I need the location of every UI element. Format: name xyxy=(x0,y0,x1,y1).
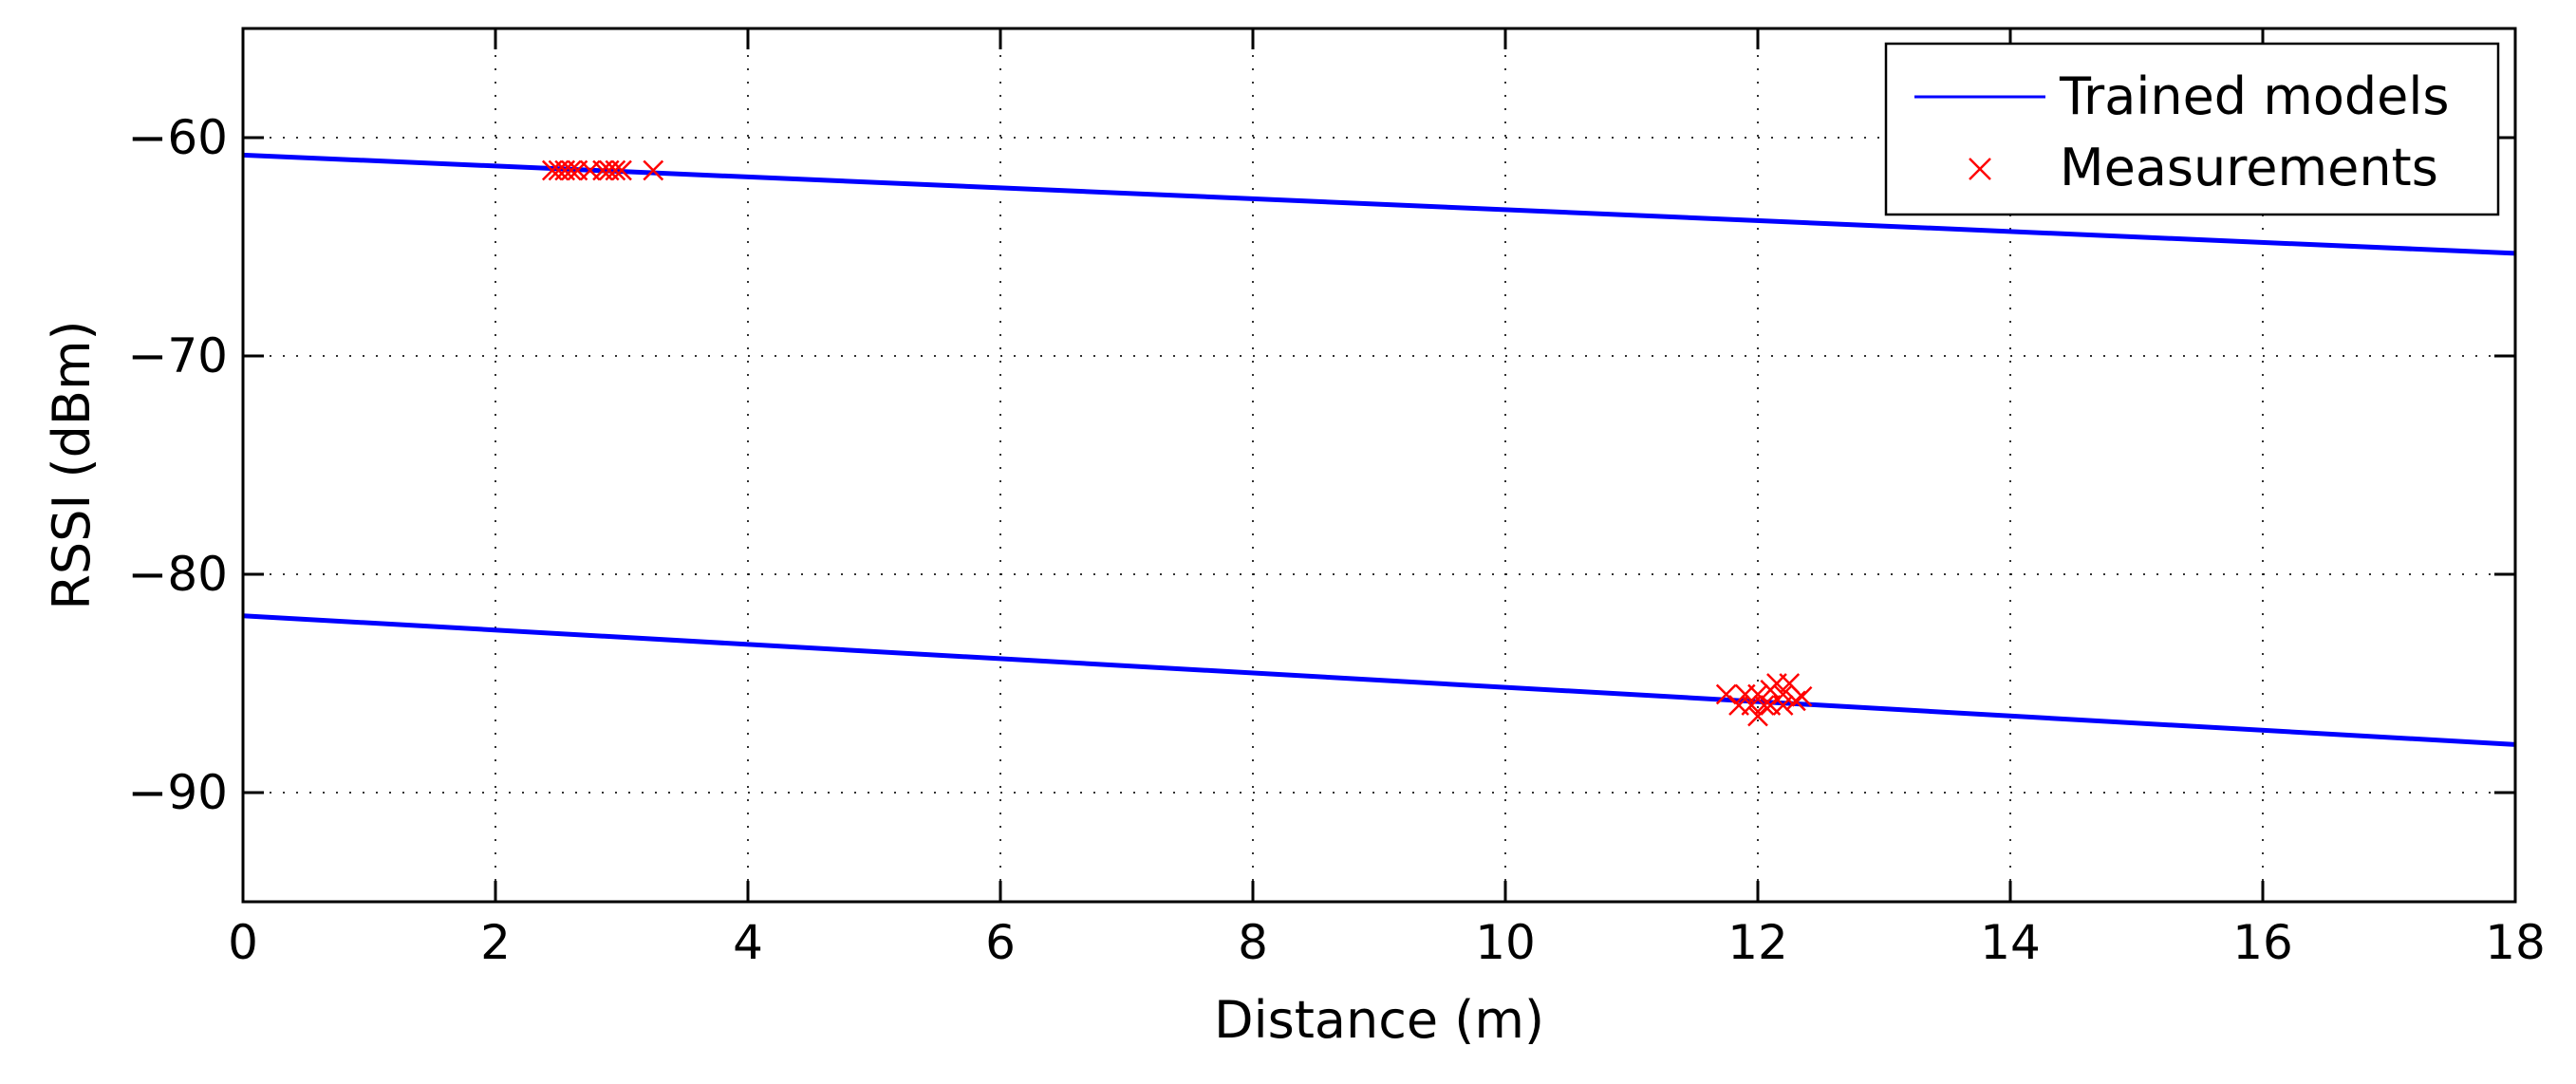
measurement-point xyxy=(560,159,582,181)
marker-stroke xyxy=(643,159,664,181)
legend-marker-sample xyxy=(1969,158,1991,180)
y-tick-labels: −60 −70 −80 −90 xyxy=(127,110,228,820)
measurement-point xyxy=(1715,683,1737,705)
x-tick-label: 18 xyxy=(2485,915,2546,970)
x-tick-label: 16 xyxy=(2232,915,2293,970)
marker-stroke xyxy=(1779,673,1801,694)
measurement-point xyxy=(1785,690,1806,712)
ticks xyxy=(241,28,2517,902)
x-tick-label: 10 xyxy=(1475,915,1536,970)
y-tick-label: −90 xyxy=(127,765,228,820)
measurement-point xyxy=(611,159,632,181)
measurement-point xyxy=(1747,683,1768,705)
x-tick-label: 0 xyxy=(228,915,258,970)
legend-label-trained-models: Trained models xyxy=(2059,66,2450,126)
y-axis-label: RSSI (dBm) xyxy=(42,320,102,609)
x-tick-labels: 0 2 4 6 8 10 12 14 16 18 xyxy=(228,915,2546,970)
measurement-point xyxy=(643,159,664,181)
marker-stroke xyxy=(1715,683,1737,705)
x-tick-label: 4 xyxy=(733,915,763,970)
legend: Trained models Measurements xyxy=(1884,42,2500,216)
legend-box xyxy=(1884,42,2500,216)
trained-model-line-2 xyxy=(242,613,2516,747)
plot-frame xyxy=(241,27,2517,904)
legend-label-measurements: Measurements xyxy=(2060,138,2438,197)
x-tick-label: 2 xyxy=(480,915,511,970)
y-tick-label: −60 xyxy=(127,110,228,165)
marker-stroke xyxy=(1969,158,1991,180)
measurement-point xyxy=(1753,695,1775,716)
x-tick-label: 14 xyxy=(1980,915,2041,970)
measurement-point xyxy=(1747,705,1768,727)
legend-x-marker xyxy=(1969,158,1991,180)
marker-stroke xyxy=(1772,695,1794,716)
marker-stroke xyxy=(560,159,582,181)
marker-stroke xyxy=(605,159,626,181)
marker-stroke xyxy=(611,159,632,181)
series-layer xyxy=(242,152,2516,747)
x-tick-label: 12 xyxy=(1727,915,1788,970)
x-axis-label: Distance (m) xyxy=(1214,990,1544,1050)
marker-stroke xyxy=(1747,683,1768,705)
measurement-point xyxy=(605,159,626,181)
marker-stroke xyxy=(1791,685,1813,707)
measurement-point xyxy=(1791,685,1813,707)
x-tick-label: 6 xyxy=(985,915,1016,970)
x-tick-label: 8 xyxy=(1238,915,1268,970)
marker-stroke xyxy=(1747,705,1768,727)
measurement-point xyxy=(1772,695,1794,716)
measurement-point xyxy=(1772,683,1794,705)
y-tick-label: −80 xyxy=(127,547,228,602)
marker-stroke xyxy=(1785,690,1806,712)
marker-stroke xyxy=(1753,695,1775,716)
y-tick-label: −70 xyxy=(127,328,228,383)
marker-stroke xyxy=(1772,683,1794,705)
